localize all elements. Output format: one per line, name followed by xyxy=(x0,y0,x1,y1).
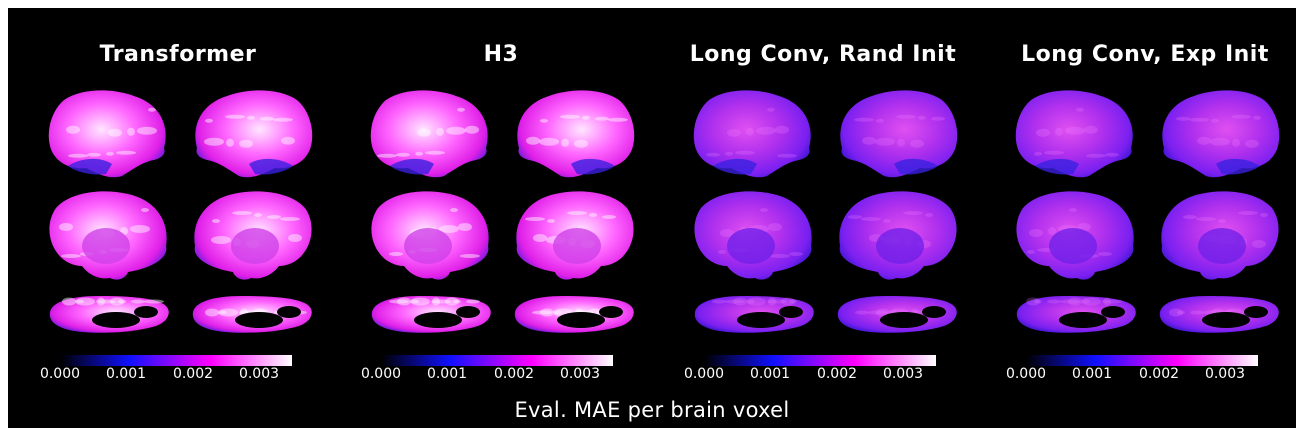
brain-medial-right-0 xyxy=(194,191,312,280)
tick-label: 0.001 xyxy=(1071,366,1113,382)
brain-medial-right-3 xyxy=(1161,191,1279,280)
brain-lateral-left-0 xyxy=(48,90,166,178)
tick-label: 0.001 xyxy=(749,366,791,382)
panel-title-long-conv-rand-init: Long Conv, Rand Init xyxy=(689,42,957,67)
colorbar-transformer xyxy=(60,355,292,366)
brain-ventral-left-1 xyxy=(371,296,491,333)
tick-label: 0.001 xyxy=(426,366,468,382)
brain-lateral-right-3 xyxy=(1162,90,1280,178)
brain-ventral-left-2 xyxy=(694,296,814,333)
brain-lateral-right-2 xyxy=(840,90,958,178)
colorbar-ticks-long-conv-rand-init: 0.000 0.001 0.002 0.003 xyxy=(684,366,936,388)
brain-ventral-right-2 xyxy=(837,296,957,333)
brain-ventral-right-1 xyxy=(514,296,634,333)
colorbar-ticks-transformer: 0.000 0.001 0.002 0.003 xyxy=(40,366,292,388)
tick-label: 0.003 xyxy=(559,366,601,382)
brain-medial-left-3 xyxy=(1016,191,1134,280)
brain-medial-left-1 xyxy=(371,191,489,280)
brain-lateral-right-1 xyxy=(517,90,635,178)
brain-ventral-right-3 xyxy=(1159,296,1279,333)
tick-label: 0.002 xyxy=(172,366,214,382)
tick-label: 0.000 xyxy=(360,366,402,382)
colorbar-ticks-long-conv-exp-init: 0.000 0.001 0.002 0.003 xyxy=(1006,366,1258,388)
tick-label: 0.003 xyxy=(1204,366,1246,382)
brain-lateral-left-3 xyxy=(1015,90,1133,178)
panel-title-h3: H3 xyxy=(483,42,519,67)
colorbar-h3 xyxy=(381,355,613,366)
brain-medial-left-2 xyxy=(694,191,812,280)
brain-medial-right-1 xyxy=(516,191,634,280)
brain-medial-right-2 xyxy=(839,191,957,280)
tick-label: 0.003 xyxy=(238,366,280,382)
tick-label: 0.000 xyxy=(683,366,725,382)
brain-ventral-left-3 xyxy=(1016,296,1136,333)
panel-title-long-conv-exp-init: Long Conv, Exp Init xyxy=(1021,42,1269,67)
brain-ventral-left-0 xyxy=(49,296,169,333)
panel-title-transformer: Transformer xyxy=(99,42,257,67)
brain-maps xyxy=(48,90,1280,333)
tick-label: 0.003 xyxy=(882,366,924,382)
brain-lateral-right-0 xyxy=(195,90,313,178)
tick-label: 0.001 xyxy=(105,366,147,382)
tick-label: 0.002 xyxy=(493,366,535,382)
tick-label: 0.000 xyxy=(39,366,81,382)
colorbar-ticks-h3: 0.000 0.001 0.002 0.003 xyxy=(361,366,613,388)
figure-canvas: Transformer H3 Long Conv, Rand Init Long… xyxy=(8,8,1296,428)
brain-medial-left-0 xyxy=(49,191,167,280)
colorbar-long-conv-rand-init xyxy=(704,355,936,366)
figure-caption: Eval. MAE per brain voxel xyxy=(514,398,790,422)
colorbar-long-conv-exp-init xyxy=(1026,355,1258,366)
brain-lateral-left-1 xyxy=(370,90,488,178)
brain-ventral-right-0 xyxy=(192,296,312,333)
tick-label: 0.000 xyxy=(1005,366,1047,382)
tick-label: 0.002 xyxy=(1138,366,1180,382)
tick-label: 0.002 xyxy=(816,366,858,382)
brain-lateral-left-2 xyxy=(693,90,811,178)
